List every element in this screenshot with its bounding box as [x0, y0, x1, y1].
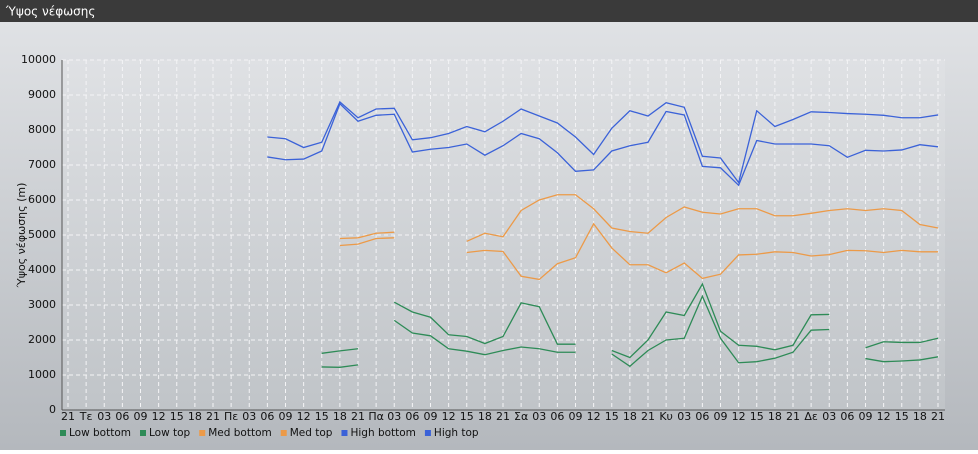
x-tick-label: 18 [913, 410, 927, 423]
x-tick-label: 06 [550, 410, 564, 423]
legend-swatch [341, 430, 348, 436]
x-tick-label: 03 [387, 410, 401, 423]
x-tick-label: 21 [641, 410, 655, 423]
series-line [339, 222, 938, 281]
x-tick-label: 09 [569, 410, 583, 423]
legend-label: Med top [290, 427, 333, 439]
x-tick-label: 12 [442, 410, 456, 423]
x-tick-label: 06 [695, 410, 709, 423]
x-tick-label: 21 [496, 410, 510, 423]
x-tick-label: 03 [242, 410, 256, 423]
y-tick-label: 7000 [28, 158, 56, 171]
x-tick-label: 15 [170, 410, 184, 423]
x-tick-label: 09 [279, 410, 293, 423]
legend-swatch [140, 430, 146, 436]
legend-label: Low bottom [69, 427, 131, 439]
y-tick-label: 4000 [28, 263, 56, 276]
x-tick-label: 03 [677, 410, 691, 423]
legend-label: High bottom [350, 427, 415, 439]
x-tick-label: 12 [587, 410, 601, 423]
y-axis-label: Ύψος νέφωσης (m) [15, 183, 28, 289]
x-tick-label: 15 [750, 410, 764, 423]
series-line [321, 294, 939, 368]
x-tick-label: 09 [714, 410, 728, 423]
legend-label: High top [434, 427, 479, 439]
series-line [267, 102, 939, 187]
y-tick-label: 3000 [28, 298, 56, 311]
x-tick-label: Κυ [659, 410, 673, 423]
x-tick-label: Σα [514, 410, 528, 423]
legend-swatch [199, 430, 206, 436]
y-tick-label: 9000 [28, 88, 56, 101]
x-tick-label: 15 [605, 410, 619, 423]
x-tick-label: Δε [804, 410, 818, 423]
y-tick-label: 1000 [28, 368, 56, 381]
legend-swatch [424, 430, 431, 436]
x-tick-label: 12 [732, 410, 746, 423]
legend-label: Med bottom [208, 427, 272, 439]
series-line [267, 100, 939, 184]
y-tick-label: 8000 [28, 123, 56, 136]
x-tick-label: Πε [224, 410, 238, 423]
x-tick-label: 09 [859, 410, 873, 423]
x-tick-label: 18 [188, 410, 202, 423]
y-tick-label: 0 [49, 403, 56, 416]
x-tick-label: 03 [822, 410, 836, 423]
series-line [321, 282, 939, 359]
x-tick-label: 06 [840, 410, 854, 423]
x-tick-label: 18 [333, 410, 347, 423]
x-tick-label: 06 [405, 410, 419, 423]
x-tick-label: Τε [79, 410, 93, 423]
x-tick-label: 06 [115, 410, 129, 423]
y-tick-label: 6000 [28, 193, 56, 206]
x-tick-label: 18 [623, 410, 637, 423]
title-bar [0, 0, 978, 22]
x-tick-label: 15 [315, 410, 329, 423]
legend-swatch [60, 430, 66, 436]
x-tick-label: 21 [351, 410, 365, 423]
x-tick-label: 09 [424, 410, 438, 423]
x-tick-label: 15 [895, 410, 909, 423]
x-tick-label: 18 [768, 410, 782, 423]
chart-title: Ύψος νέφωσης [5, 5, 95, 19]
x-tick-label: 12 [152, 410, 166, 423]
x-tick-label: 21 [786, 410, 800, 423]
x-tick-label: 03 [97, 410, 111, 423]
y-tick-label: 10000 [21, 53, 56, 66]
x-tick-label: 21 [931, 410, 945, 423]
x-tick-label: 09 [134, 410, 148, 423]
series-line [339, 194, 939, 242]
x-tick-label: 12 [877, 410, 891, 423]
y-tick-label: 2000 [28, 333, 56, 346]
x-tick-label: 12 [297, 410, 311, 423]
x-tick-label: 18 [478, 410, 492, 423]
x-tick-label: 03 [532, 410, 546, 423]
x-tick-label: 15 [460, 410, 474, 423]
y-tick-label: 5000 [28, 228, 56, 241]
x-tick-label: 06 [260, 410, 274, 423]
x-tick-label: Πα [368, 410, 384, 423]
x-tick-label: 21 [206, 410, 220, 423]
legend-label: Low top [149, 427, 191, 439]
legend-swatch [280, 430, 287, 436]
x-tick-label: 21 [61, 410, 75, 423]
